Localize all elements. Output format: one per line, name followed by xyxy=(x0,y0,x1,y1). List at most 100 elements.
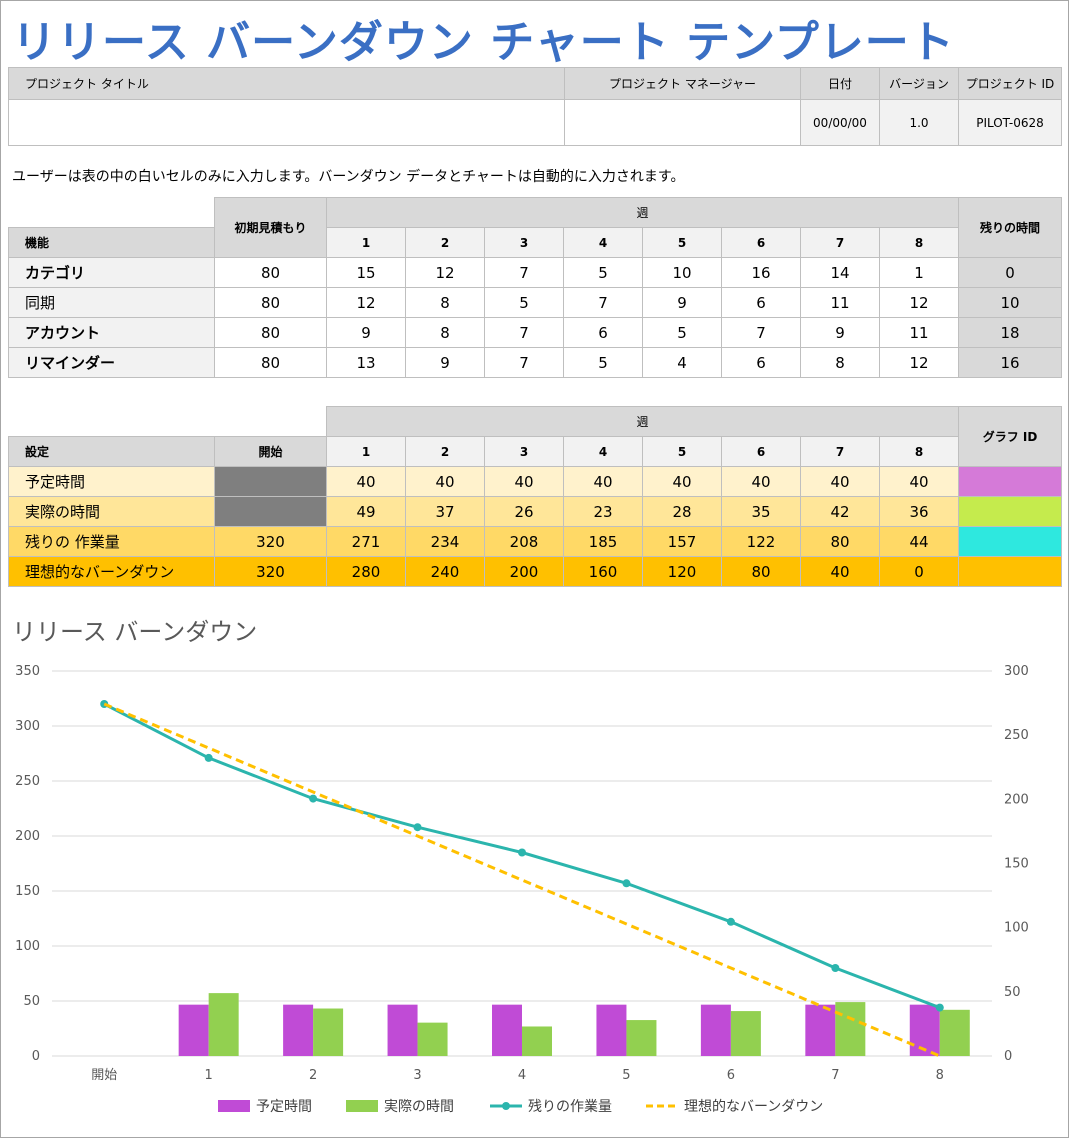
graph-color-swatch xyxy=(958,556,1063,587)
bar-planned xyxy=(387,1004,418,1056)
week-cell[interactable]: 4 xyxy=(642,347,722,378)
remaining-work-point xyxy=(622,879,631,888)
week-cell[interactable]: 7 xyxy=(563,287,643,318)
start-cell: 320 xyxy=(214,526,327,557)
week-cell[interactable]: 8 xyxy=(405,287,485,318)
initial-cell[interactable]: 80 xyxy=(214,287,327,318)
week-cell[interactable]: 7 xyxy=(721,317,801,348)
week-cell: 0 xyxy=(878,556,960,587)
date-value: 00/00/00 xyxy=(800,99,880,146)
week-cell: 240 xyxy=(405,556,485,587)
week-cell[interactable]: 12 xyxy=(405,257,485,288)
week-cell[interactable]: 6 xyxy=(721,347,801,378)
feature-name[interactable]: 同期 xyxy=(8,287,215,318)
week-header: 4 xyxy=(563,436,643,467)
setting-header: 設定 xyxy=(8,436,215,467)
week-header: 7 xyxy=(800,436,880,467)
week-cell[interactable]: 14 xyxy=(800,257,880,288)
week-cell[interactable]: 9 xyxy=(405,347,485,378)
y-left-tick-label: 0 xyxy=(32,1049,40,1064)
legend-label: 予定時間 xyxy=(256,1099,312,1115)
week-cell[interactable]: 1 xyxy=(878,257,960,288)
bar-planned xyxy=(909,1004,940,1056)
y-right-tick-label: 300 xyxy=(1004,664,1029,679)
week-cell[interactable]: 12 xyxy=(878,287,960,318)
setting-name: 予定時間 xyxy=(8,466,215,497)
remaining-hours-header: 残りの時間 xyxy=(958,197,1063,258)
week-cell: 122 xyxy=(721,526,801,557)
week-cell[interactable]: 16 xyxy=(721,257,801,288)
week-cell: 80 xyxy=(721,556,801,587)
feature-name[interactable]: アカウント xyxy=(8,317,215,348)
legend-swatch xyxy=(218,1100,250,1112)
graph-color-swatch xyxy=(958,466,1063,497)
initial-cell[interactable]: 80 xyxy=(214,257,327,288)
legend-swatch xyxy=(346,1100,378,1112)
feature-name[interactable]: カテゴリ xyxy=(8,257,215,288)
version-header: バージョン xyxy=(879,67,959,100)
project-manager-input[interactable] xyxy=(564,99,801,146)
week-cell[interactable]: 7 xyxy=(484,257,564,288)
week-cell[interactable]: 12 xyxy=(878,347,960,378)
week-cell[interactable]: 8 xyxy=(405,317,485,348)
week-cell[interactable]: 5 xyxy=(563,347,643,378)
chart-axes: 0 50 100 150 200 250 300 350 0 50 100 150 200 250 300 開… xyxy=(15,664,1029,1083)
week-cell[interactable]: 5 xyxy=(484,287,564,318)
week-cell[interactable]: 7 xyxy=(484,347,564,378)
week-cell[interactable]: 15 xyxy=(326,257,406,288)
remaining-work-point xyxy=(518,848,526,857)
week-cell[interactable]: 10 xyxy=(642,257,722,288)
week-cell[interactable]: 6 xyxy=(563,317,643,348)
page-title: リリース バーンダウン チャート テンプレート xyxy=(12,17,955,68)
legend-label: 理想的なバーンダウン xyxy=(684,1099,823,1115)
x-tick-label: 開始 xyxy=(91,1068,117,1083)
week-cell: 28 xyxy=(642,496,722,527)
week-header: 1 xyxy=(326,227,406,258)
legend-label: 実際の時間 xyxy=(384,1099,454,1115)
start-cell: 320 xyxy=(214,556,327,587)
week-cell[interactable]: 12 xyxy=(326,287,406,318)
project-title-input[interactable] xyxy=(8,99,565,146)
bar-planned xyxy=(178,1004,209,1056)
week-cell: 208 xyxy=(484,526,564,557)
project-info-table: プロジェクト タイトル プロジェクト マネージャー 日付 バージョン プロジェク… xyxy=(8,67,1062,146)
week-cell[interactable]: 9 xyxy=(642,287,722,318)
initial-cell[interactable]: 80 xyxy=(214,347,327,378)
y-right-tick-label: 150 xyxy=(1004,857,1029,872)
date-header: 日付 xyxy=(800,67,880,100)
initial-cell[interactable]: 80 xyxy=(214,317,327,348)
week-cell[interactable]: 9 xyxy=(800,317,880,348)
chart-grid xyxy=(52,670,992,1057)
project-id-value: PILOT-0628 xyxy=(958,99,1062,146)
y-right-tick-label: 0 xyxy=(1004,1049,1012,1064)
graph-color-swatch xyxy=(958,526,1063,557)
week-cell: 44 xyxy=(878,526,960,557)
blank-corner xyxy=(214,406,327,437)
week-header: 6 xyxy=(721,227,801,258)
week-cell[interactable]: 5 xyxy=(642,317,722,348)
bar-planned xyxy=(492,1004,522,1056)
week-cell[interactable]: 9 xyxy=(326,317,406,348)
week-cell: 40 xyxy=(878,466,960,497)
week-cell[interactable]: 5 xyxy=(563,257,643,288)
bar-actual xyxy=(939,1009,970,1056)
bar-actual xyxy=(208,993,239,1056)
week-header: 8 xyxy=(878,436,960,467)
week-cell[interactable]: 11 xyxy=(800,287,880,318)
week-header: 7 xyxy=(800,227,880,258)
week-cell[interactable]: 7 xyxy=(484,317,564,348)
remaining-cell: 16 xyxy=(958,347,1063,378)
week-header: 3 xyxy=(484,227,564,258)
week-cell[interactable]: 13 xyxy=(326,347,406,378)
settings-table: 週 グラフ ID 設定 開始 1 2 3 4 5 6 7 8 予定時間 40 4… xyxy=(8,406,1063,587)
setting-name: 残りの 作業量 xyxy=(8,526,215,557)
feature-name[interactable]: リマインダー xyxy=(8,347,215,378)
week-cell: 35 xyxy=(721,496,801,527)
week-cell: 36 xyxy=(878,496,960,527)
week-cell[interactable]: 8 xyxy=(800,347,880,378)
week-cell[interactable]: 11 xyxy=(878,317,960,348)
table-row: リマインダー 80 13 9 7 5 4 6 8 12 16 xyxy=(8,347,1063,378)
week-cell[interactable]: 6 xyxy=(721,287,801,318)
y-left-tick-label: 50 xyxy=(23,994,40,1009)
legend-swatch-marker xyxy=(502,1102,510,1110)
